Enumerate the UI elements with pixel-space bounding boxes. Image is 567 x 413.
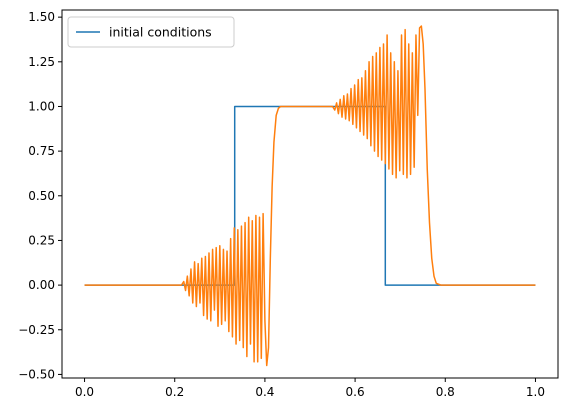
- y-tick-label: 1.50: [28, 10, 55, 24]
- legend-label: initial conditions: [109, 25, 212, 40]
- y-tick-label: 1.00: [28, 99, 55, 113]
- y-tick-label: −0.25: [18, 323, 55, 337]
- x-tick-label: 0.0: [75, 385, 94, 399]
- plot-frame: [61, 9, 559, 379]
- y-tick-label: −0.50: [18, 367, 55, 381]
- x-tick-label: 0.4: [255, 385, 274, 399]
- y-tick-label: 1.25: [28, 55, 55, 69]
- x-tick-label: 1.0: [526, 385, 545, 399]
- y-tick-label: 0.50: [28, 189, 55, 203]
- y-axis: −0.50 −0.25 0.00 0.25 0.50 0.75 1.00 1.25 1.50: [18, 10, 62, 381]
- y-tick-label: 0.75: [28, 144, 55, 158]
- plot-background: [62, 10, 558, 378]
- x-tick-label: 0.6: [346, 385, 365, 399]
- y-tick-label: 0.25: [28, 233, 55, 247]
- x-tick-label: 0.8: [436, 385, 455, 399]
- legend: initial conditions: [67, 16, 235, 48]
- x-axis: 0.0 0.2 0.4 0.6 0.8 1.0: [75, 378, 545, 399]
- x-tick-label: 0.2: [165, 385, 184, 399]
- series-layer: [84, 25, 536, 367]
- series-line-2: [84, 25, 536, 367]
- legend-box: [67, 16, 235, 48]
- y-tick-label: 0.00: [28, 278, 55, 292]
